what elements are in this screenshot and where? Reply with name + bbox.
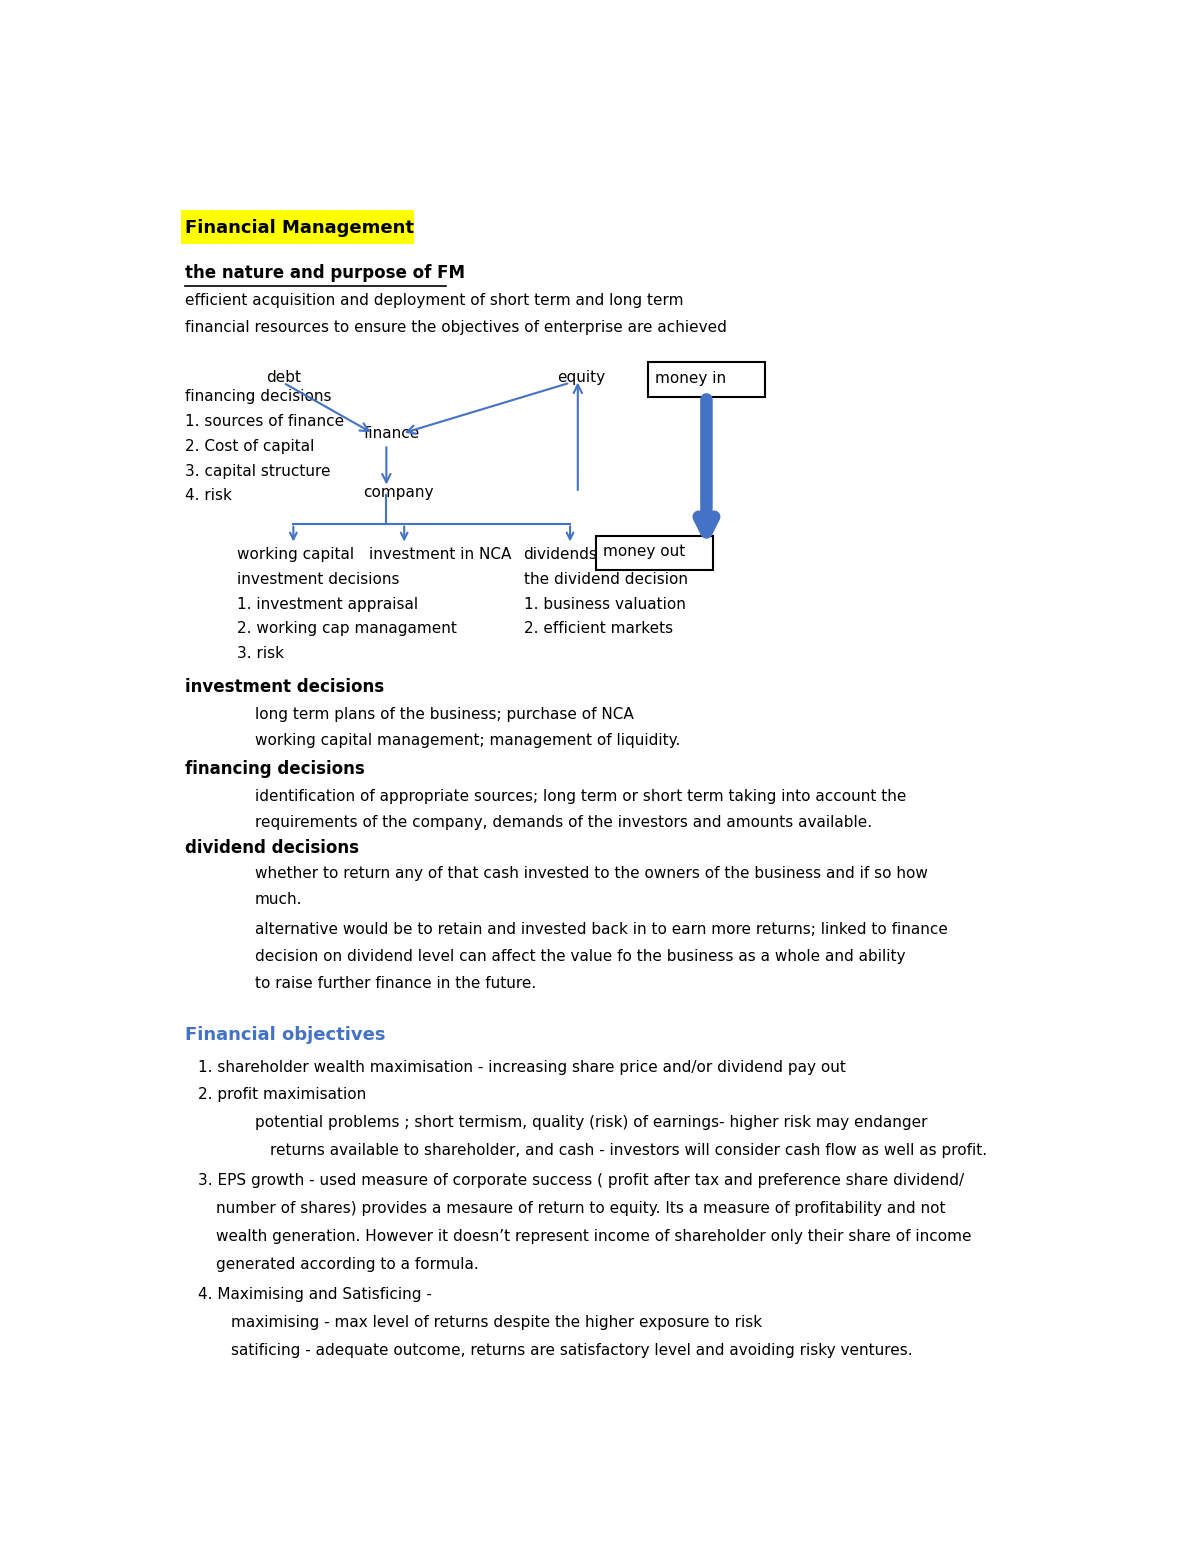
Text: 1. sources of finance: 1. sources of finance xyxy=(185,415,344,429)
Text: money in: money in xyxy=(655,371,726,387)
Text: 1. business valuation: 1. business valuation xyxy=(523,596,685,612)
Text: whether to return any of that cash invested to the owners of the business and if: whether to return any of that cash inves… xyxy=(254,867,928,881)
Text: financing decisions: financing decisions xyxy=(185,759,365,778)
Text: investment in NCA: investment in NCA xyxy=(368,547,511,562)
Text: Financial Management: Financial Management xyxy=(185,219,414,238)
FancyBboxPatch shape xyxy=(595,536,713,570)
Text: finance: finance xyxy=(364,426,419,441)
Text: financial resources to ensure the objectives of enterprise are achieved: financial resources to ensure the object… xyxy=(185,320,727,334)
Text: money out: money out xyxy=(604,545,685,559)
Text: the nature and purpose of FM: the nature and purpose of FM xyxy=(185,264,464,283)
Text: dividends: dividends xyxy=(523,547,598,562)
Text: investment decisions: investment decisions xyxy=(185,677,384,696)
FancyBboxPatch shape xyxy=(648,362,764,398)
Text: financing decisions: financing decisions xyxy=(185,388,331,404)
Text: 2. efficient markets: 2. efficient markets xyxy=(523,621,673,637)
Text: number of shares) provides a mesaure of return to equity. Its a measure of profi: number of shares) provides a mesaure of … xyxy=(216,1200,946,1216)
Text: 4. Maximising and Satisficing -: 4. Maximising and Satisficing - xyxy=(198,1287,432,1303)
Text: debt: debt xyxy=(266,370,301,385)
Text: returns available to shareholder, and cash - investors will consider cash flow a: returns available to shareholder, and ca… xyxy=(270,1143,988,1157)
Text: long term plans of the business; purchase of NCA: long term plans of the business; purchas… xyxy=(254,707,634,722)
Text: potential problems ; short termism, quality (risk) of earnings- higher risk may : potential problems ; short termism, qual… xyxy=(254,1115,928,1131)
Text: working capital management; management of liquidity.: working capital management; management o… xyxy=(254,733,680,749)
Text: 3. EPS growth - used measure of corporate success ( profit after tax and prefere: 3. EPS growth - used measure of corporat… xyxy=(198,1174,964,1188)
Text: requirements of the company, demands of the investors and amounts available.: requirements of the company, demands of … xyxy=(254,815,871,831)
Text: Financial objectives: Financial objectives xyxy=(185,1027,385,1045)
Text: 2. Cost of capital: 2. Cost of capital xyxy=(185,439,314,453)
Text: 4. risk: 4. risk xyxy=(185,488,232,503)
Text: 3. risk: 3. risk xyxy=(236,646,284,662)
Text: working capital: working capital xyxy=(236,547,354,562)
Text: 2. working cap managament: 2. working cap managament xyxy=(236,621,457,637)
Text: company: company xyxy=(364,485,433,500)
Text: 3. capital structure: 3. capital structure xyxy=(185,463,330,478)
Text: wealth generation. However it doesn’t represent income of shareholder only their: wealth generation. However it doesn’t re… xyxy=(216,1228,971,1244)
Text: to raise further finance in the future.: to raise further finance in the future. xyxy=(254,977,536,991)
Text: maximising - max level of returns despite the higher exposure to risk: maximising - max level of returns despit… xyxy=(232,1315,762,1331)
Text: 1. shareholder wealth maximisation - increasing share price and/or dividend pay : 1. shareholder wealth maximisation - inc… xyxy=(198,1059,846,1075)
Text: 1. investment appraisal: 1. investment appraisal xyxy=(236,596,418,612)
Text: the dividend decision: the dividend decision xyxy=(523,572,688,587)
Text: 2. profit maximisation: 2. profit maximisation xyxy=(198,1087,366,1103)
Text: identification of appropriate sources; long term or short term taking into accou: identification of appropriate sources; l… xyxy=(254,789,906,804)
Text: investment decisions: investment decisions xyxy=(236,572,400,587)
Text: decision on dividend level can affect the value fo the business as a whole and a: decision on dividend level can affect th… xyxy=(254,949,905,964)
Text: generated according to a formula.: generated according to a formula. xyxy=(216,1256,479,1272)
Text: alternative would be to retain and invested back in to earn more returns; linked: alternative would be to retain and inves… xyxy=(254,922,948,938)
Text: dividend decisions: dividend decisions xyxy=(185,839,359,857)
Text: satificing - adequate outcome, returns are satisfactory level and avoiding risky: satificing - adequate outcome, returns a… xyxy=(232,1343,913,1357)
Text: efficient acquisition and deployment of short term and long term: efficient acquisition and deployment of … xyxy=(185,294,683,309)
Text: equity: equity xyxy=(557,370,605,385)
FancyBboxPatch shape xyxy=(181,210,414,244)
Text: much.: much. xyxy=(254,893,302,907)
